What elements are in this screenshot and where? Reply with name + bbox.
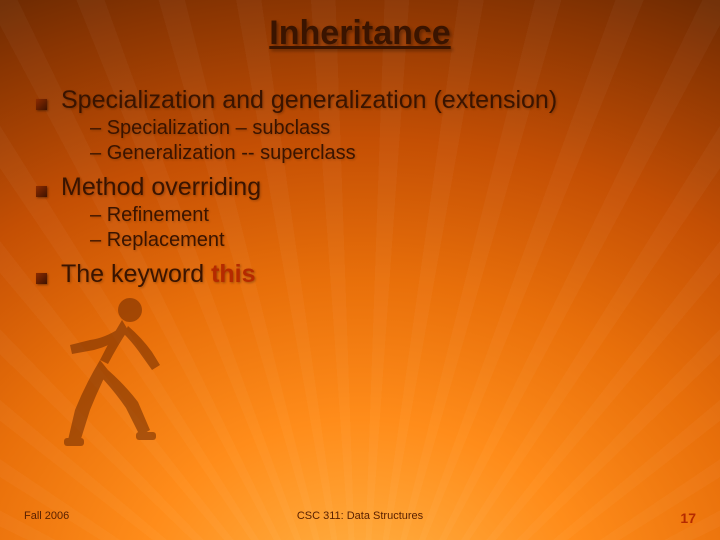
slide-title: Inheritance [0,14,720,53]
bullet-text: Specialization and generalization (exten… [61,86,557,115]
bullet-text: The keyword this [61,260,256,289]
footer-center: CSC 311: Data Structures [24,510,696,522]
footer: Fall 2006 CSC 311: Data Structures 17 [24,510,696,526]
keyword-this: this [211,260,255,288]
sprinter-silhouette-icon [50,290,180,460]
bullet-level2: Specialization – subclass [90,117,700,140]
bullet-text-prefix: The keyword [61,260,211,288]
bullet-level2: Refinement [90,204,700,227]
slide: Inheritance Specialization and generaliz… [0,0,720,540]
bullet-level1: Method overriding [36,173,700,202]
square-bullet-icon [36,186,47,197]
content-area: Specialization and generalization (exten… [36,78,700,289]
bullet-level2: Generalization -- superclass [90,142,700,165]
bullet-level1: The keyword this [36,260,700,289]
square-bullet-icon [36,273,47,284]
bullet-level1: Specialization and generalization (exten… [36,86,700,115]
bullet-level2: Replacement [90,229,700,252]
square-bullet-icon [36,99,47,110]
bullet-text: Method overriding [61,173,261,202]
